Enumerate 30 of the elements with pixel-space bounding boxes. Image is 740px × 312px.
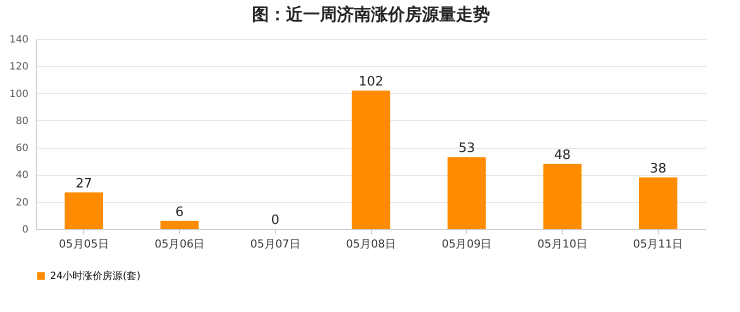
x-tick-label: 05月08日 [346, 238, 396, 250]
y-tick-label: 120 [9, 62, 28, 73]
x-tick-label: 05月07日 [250, 238, 300, 250]
data-label: 48 [554, 148, 571, 163]
bar [160, 220, 199, 229]
legend-label: 24小时涨价房源(套) [50, 270, 141, 282]
bar [352, 90, 390, 229]
y-tick-label: 140 [9, 34, 28, 46]
data-label: 0 [271, 213, 280, 228]
x-tick-label: 05月09日 [442, 238, 492, 250]
y-tick-label: 60 [16, 143, 28, 154]
x-tick-label: 05月06日 [154, 238, 205, 250]
x-tick-label: 05月11日 [633, 238, 684, 250]
chart-title: 图：近一周济南涨价房源量走势 [252, 5, 490, 25]
y-tick-label: 100 [9, 88, 28, 100]
data-label: 38 [650, 161, 666, 176]
x-tick-label: 05月10日 [537, 238, 588, 250]
bar [448, 157, 486, 229]
bar [639, 177, 678, 229]
y-tick-label: 80 [16, 116, 28, 127]
y-tick-label: 20 [16, 197, 28, 208]
data-label: 53 [458, 141, 475, 156]
data-label: 27 [76, 176, 92, 192]
y-tick-label: 0 [22, 224, 28, 236]
x-tick-label: 05月05日 [58, 238, 109, 250]
data-label: 6 [175, 204, 184, 220]
bar [64, 192, 103, 229]
bar [543, 164, 582, 229]
data-label: 102 [358, 74, 384, 90]
y-tick-label: 40 [16, 170, 28, 182]
